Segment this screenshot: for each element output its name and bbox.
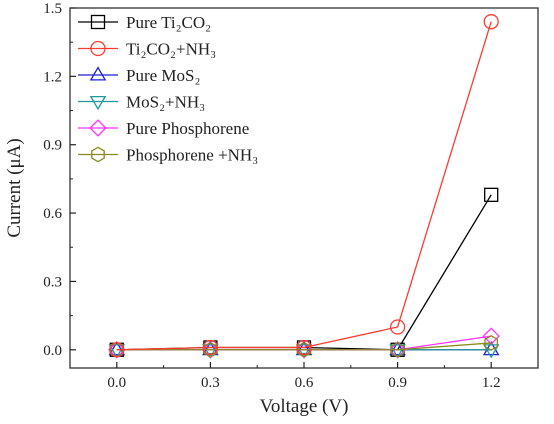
series-line <box>116 342 492 351</box>
y-tick-label: 1.5 <box>43 1 62 17</box>
data-point <box>202 339 219 356</box>
y-tick-label: 1.2 <box>43 69 62 85</box>
legend: Pure Ti₂CO₂ Ti₂CO₂+NH₃ Pure MoS₂ MoS₂+NH₃ Pu… <box>78 13 258 165</box>
y-tick-label: 0.9 <box>43 138 62 154</box>
y-tick-label: 0.6 <box>43 206 62 222</box>
data-point <box>296 339 312 356</box>
y-axis-title: Current (μA) <box>4 138 25 237</box>
legend-marker <box>90 40 106 57</box>
legend-label: Pure MoS₂ <box>126 66 200 85</box>
data-point <box>389 344 406 359</box>
legend-label: Pure Ti₂CO₂ <box>126 13 211 32</box>
x-tick-label: 0.0 <box>107 375 126 391</box>
legend-marker <box>89 95 107 111</box>
data-point <box>484 335 499 351</box>
data-point <box>389 319 406 335</box>
series-layer <box>108 14 500 359</box>
legend-marker <box>89 119 107 137</box>
legend-marker <box>90 14 106 30</box>
data-point <box>295 344 313 359</box>
y-axis-ticks: 0.0 0.3 0.6 0.9 1.2 1.5 <box>43 1 76 359</box>
data-point <box>108 344 126 359</box>
series-0 <box>109 187 499 357</box>
legend-item: MoS₂+NH₃ <box>78 93 205 112</box>
series-line <box>116 194 492 351</box>
data-point <box>484 187 499 202</box>
legend-label: Phosphorene +NH₃ <box>126 146 258 165</box>
x-axis-title: Voltage (V) <box>260 396 349 417</box>
data-point <box>108 340 126 356</box>
y-tick-label: 0.3 <box>43 274 62 290</box>
data-point <box>202 344 219 359</box>
data-point <box>389 340 406 356</box>
series-1 <box>109 14 499 358</box>
y-tick-label: 0.0 <box>43 343 62 359</box>
legend-item: Pure MoS₂ <box>78 66 200 85</box>
legend-item: Ti₂CO₂+NH₃ <box>78 40 216 59</box>
data-point <box>483 14 499 30</box>
x-axis-ticks: 0.0 0.3 0.6 0.9 1.2 <box>107 362 501 391</box>
legend-item: Pure Phosphorene <box>78 119 249 138</box>
legend-item: Phosphorene +NH₃ <box>78 146 258 165</box>
plot-frame <box>69 7 539 369</box>
data-point <box>203 341 218 358</box>
data-point <box>390 341 405 358</box>
data-point <box>482 344 500 359</box>
legend-label: Pure Phosphorene <box>126 119 249 138</box>
x-tick-label: 1.2 <box>482 375 501 391</box>
legend-marker <box>89 66 107 81</box>
x-tick-label: 0.6 <box>295 375 314 391</box>
series-line <box>116 21 492 351</box>
data-point <box>109 342 125 358</box>
data-point <box>482 327 500 345</box>
legend-label: MoS₂+NH₃ <box>126 93 205 112</box>
x-tick-label: 0.9 <box>388 375 407 391</box>
x-tick-label: 0.3 <box>201 375 220 391</box>
legend-marker <box>91 146 105 163</box>
legend-item: Pure Ti₂CO₂ <box>78 13 211 32</box>
legend-label: Ti₂CO₂+NH₃ <box>126 40 216 59</box>
